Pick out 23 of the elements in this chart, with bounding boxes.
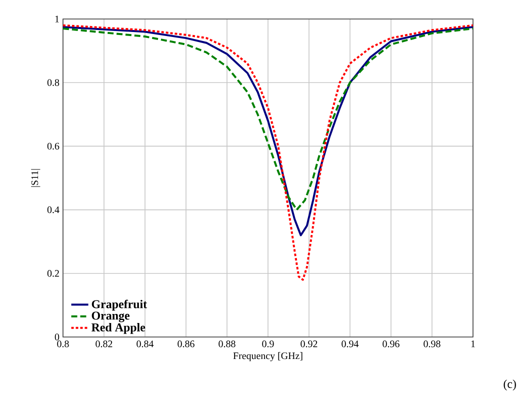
y-tick-label: 0 [54,334,60,340]
legend-label: Red Apple [91,323,146,334]
x-tick-label: 0.9 [262,340,274,348]
legend-label: Orange [92,312,130,322]
y-axis-title: |S11| [31,169,40,187]
x-tick-label: 0.96 [382,340,400,348]
line-series [63,24,474,281]
y-tick-label: 1 [55,16,59,22]
x-tick-label: 0.92 [300,340,318,348]
x-axis-title: Frequency [GHz] [233,352,302,362]
x-tick-label: 0.84 [136,340,154,348]
y-tick-label: 0.8 [47,79,60,86]
y-tick-label: 0.2 [47,270,59,277]
y-tick-label: 0.6 [47,142,60,150]
text: (c) [504,380,516,390]
x-tick-label: 0.88 [218,340,236,348]
x-tick-label: 1 [471,340,475,348]
x-tick-label: 0.94 [342,340,359,348]
legend-label: Grapefruit [92,300,148,311]
x-tick-label: 0.82 [96,340,112,348]
x-tick-label: 0.98 [424,340,440,348]
x-tick-label: 0.86 [178,340,194,348]
y-tick-label: 0.4 [47,206,60,214]
